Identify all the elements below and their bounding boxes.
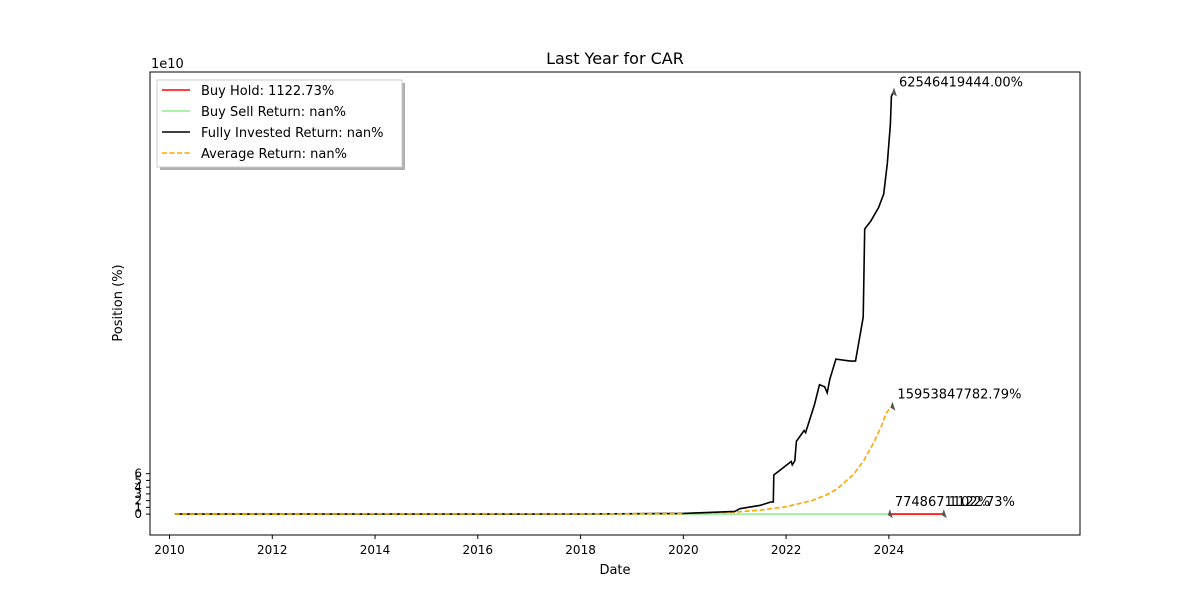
fully-invested-return-line (174, 92, 894, 515)
x-tick-label: 2012 (257, 543, 288, 557)
legend-label: Buy Sell Return: nan% (201, 105, 346, 120)
x-tick-label: 2014 (360, 543, 391, 557)
x-tick-label: 2016 (463, 543, 494, 557)
y-tick-label: 4 (134, 480, 142, 494)
legend: Buy Hold: 1122.73% Buy Sell Return: nan% F… (156, 79, 405, 170)
legend-box (156, 79, 403, 168)
axes-frame (149, 71, 1081, 536)
chart-title: Last Year for CAR (546, 49, 684, 68)
annotation-arrow (941, 509, 947, 519)
legend-label: Fully Invested Return: nan% (201, 126, 384, 141)
x-tick-label: 2024 (874, 543, 905, 557)
annotation-label: 15953847782.79% (897, 388, 1021, 403)
x-tick-label: 2022 (771, 543, 802, 557)
annotation-label: 7748671102% (895, 495, 990, 510)
annotation-arrow (890, 401, 896, 411)
y-tick-label: 2 (134, 494, 142, 508)
x-tick-label: 2020 (668, 543, 699, 557)
y-tick-label: 1 (134, 500, 142, 514)
legend-label: Buy Hold: 1122.73% (201, 84, 334, 99)
y-tick-label: 3 (134, 487, 142, 501)
y-offset-text: 1e10 (151, 57, 184, 72)
plot-area: 62546419444.00% 15953847782.79% 7748671102… (149, 71, 1081, 536)
annotation-label: 62546419444.00% (899, 76, 1023, 91)
x-tick-label: 2010 (154, 543, 185, 557)
y-tick-label: 5 (134, 473, 142, 487)
x-tick-label: 2018 (565, 543, 596, 557)
x-axis-label: Date (599, 563, 630, 578)
annotation-label: 1122.73% (949, 495, 1015, 510)
y-tick-label: 0 (134, 507, 142, 521)
y-axis-label: Position (%) (111, 264, 126, 341)
annotation-arrow (891, 87, 897, 97)
annotation-arrow (887, 509, 893, 519)
legend-label: Average Return: nan% (201, 147, 347, 162)
y-tick-label: 6 (134, 467, 142, 481)
